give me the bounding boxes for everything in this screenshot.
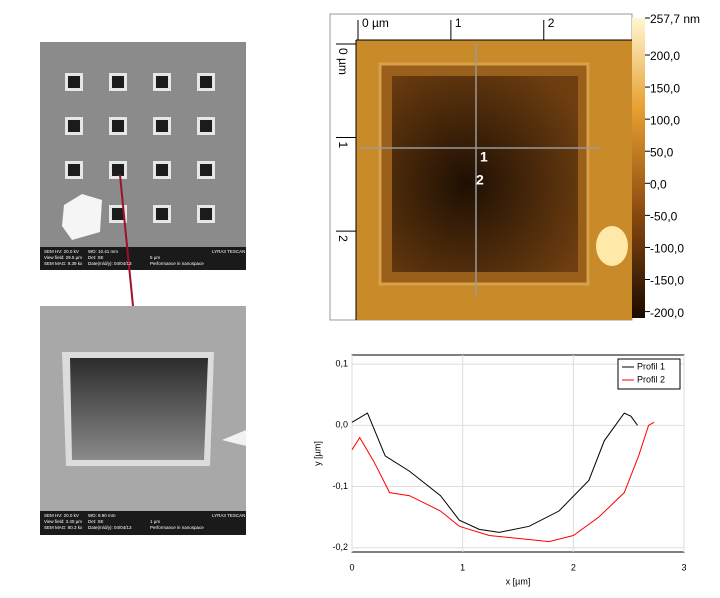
sem-info: Performance in nanospace xyxy=(150,525,204,530)
x-tick-label: 2 xyxy=(571,562,576,572)
hole xyxy=(68,120,80,132)
sem-info: SEM MAG: 9.39 kx xyxy=(44,261,83,266)
sem-info: Date(m/d/y): 04/04/13 xyxy=(88,525,132,530)
hole xyxy=(200,208,212,220)
profile-label: 1 xyxy=(480,149,488,165)
x-axis-label: x [µm] xyxy=(506,576,531,586)
sem-info: SEM MAG: 80.3 kx xyxy=(44,525,83,530)
y-axis-label: y [µm] xyxy=(312,441,322,466)
y-tick-label: -0,2 xyxy=(332,542,348,552)
colorbar-label: 150,0 xyxy=(650,81,680,95)
hole xyxy=(200,120,212,132)
colorbar-label: -200,0 xyxy=(650,306,684,320)
colorbar-label: 200,0 xyxy=(650,49,680,63)
y-tick-label: 2 xyxy=(336,235,350,242)
hole xyxy=(156,164,168,176)
y-tick-label: 1 xyxy=(336,142,350,149)
y-tick-label: 0 µm xyxy=(336,48,350,75)
legend-label: Profil 1 xyxy=(637,361,665,371)
sem-info: Date(m/d/y): 04/04/13 xyxy=(88,261,132,266)
legend xyxy=(617,358,681,390)
afm-image xyxy=(329,13,645,321)
sem-info: WD: 9.90 mm xyxy=(88,513,116,518)
hole xyxy=(112,120,124,132)
hole xyxy=(156,120,168,132)
hole xyxy=(156,76,168,88)
hole xyxy=(200,164,212,176)
colorbar-label: 0,0 xyxy=(650,177,667,191)
hole xyxy=(68,76,80,88)
x-tick-label: 1 xyxy=(460,562,465,572)
sem-info: LYRA3 TESCAN xyxy=(212,513,245,518)
sem-info: 5 µm xyxy=(150,255,160,260)
y-tick-label: -0,1 xyxy=(332,481,348,491)
series-line xyxy=(351,412,638,533)
connector xyxy=(119,174,134,307)
sem-info: SEM HV: 20.0 kV xyxy=(44,249,79,254)
sem-image-top xyxy=(40,42,246,270)
colorbar-label: -50,0 xyxy=(650,210,678,224)
y-tick-label: 0,0 xyxy=(335,420,348,430)
sem-info: Det: SE xyxy=(88,519,104,524)
colorbar-label: 50,0 xyxy=(650,145,674,159)
hole xyxy=(68,164,80,176)
profile-label: 2 xyxy=(476,172,484,188)
hole xyxy=(112,164,124,176)
x-tick-label: 3 xyxy=(681,562,686,572)
y-tick-label: 0,1 xyxy=(335,359,348,369)
x-tick-label: 2 xyxy=(548,16,555,30)
sem-image-bottom xyxy=(40,306,246,535)
series-line xyxy=(351,421,655,543)
colorbar-label: -150,0 xyxy=(650,274,684,288)
x-tick-label: 0 xyxy=(349,562,354,572)
sem-info: WD: 10.41 mm xyxy=(88,249,118,254)
colorbar-label: 100,0 xyxy=(650,113,680,127)
hole xyxy=(156,208,168,220)
sem-info: SEM HV: 20.0 kV xyxy=(44,513,79,518)
sem-info: View field: 3.40 µm xyxy=(44,519,82,524)
sem-info: View field: 29.5 µm xyxy=(44,255,82,260)
legend-label: Profil 2 xyxy=(637,374,665,384)
hole xyxy=(200,76,212,88)
x-tick-label: 0 µm xyxy=(362,16,389,30)
colorbar-label: 257,7 nm xyxy=(650,12,700,26)
sem-info: Performance in nanospace xyxy=(150,261,204,266)
hole xyxy=(112,208,124,220)
sem-info: Det: SE xyxy=(88,255,104,260)
sem-info: LYRA3 TESCAN xyxy=(212,249,245,254)
sem-info: 1 µm xyxy=(150,519,160,524)
hole xyxy=(112,76,124,88)
colorbar-label: -100,0 xyxy=(650,242,684,256)
x-tick-label: 1 xyxy=(455,16,462,30)
